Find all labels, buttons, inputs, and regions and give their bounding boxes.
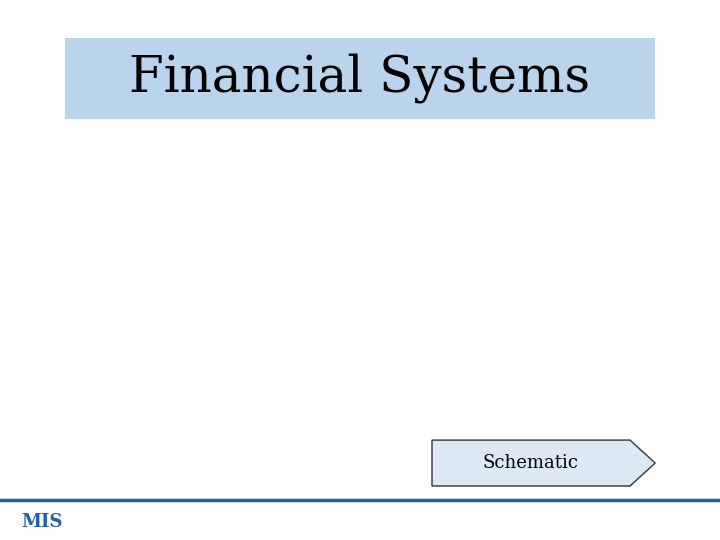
Polygon shape bbox=[432, 440, 655, 486]
Text: MIS: MIS bbox=[22, 513, 63, 531]
Text: Schematic: Schematic bbox=[483, 454, 579, 472]
FancyBboxPatch shape bbox=[65, 38, 655, 119]
Text: Financial Systems: Financial Systems bbox=[130, 53, 590, 103]
